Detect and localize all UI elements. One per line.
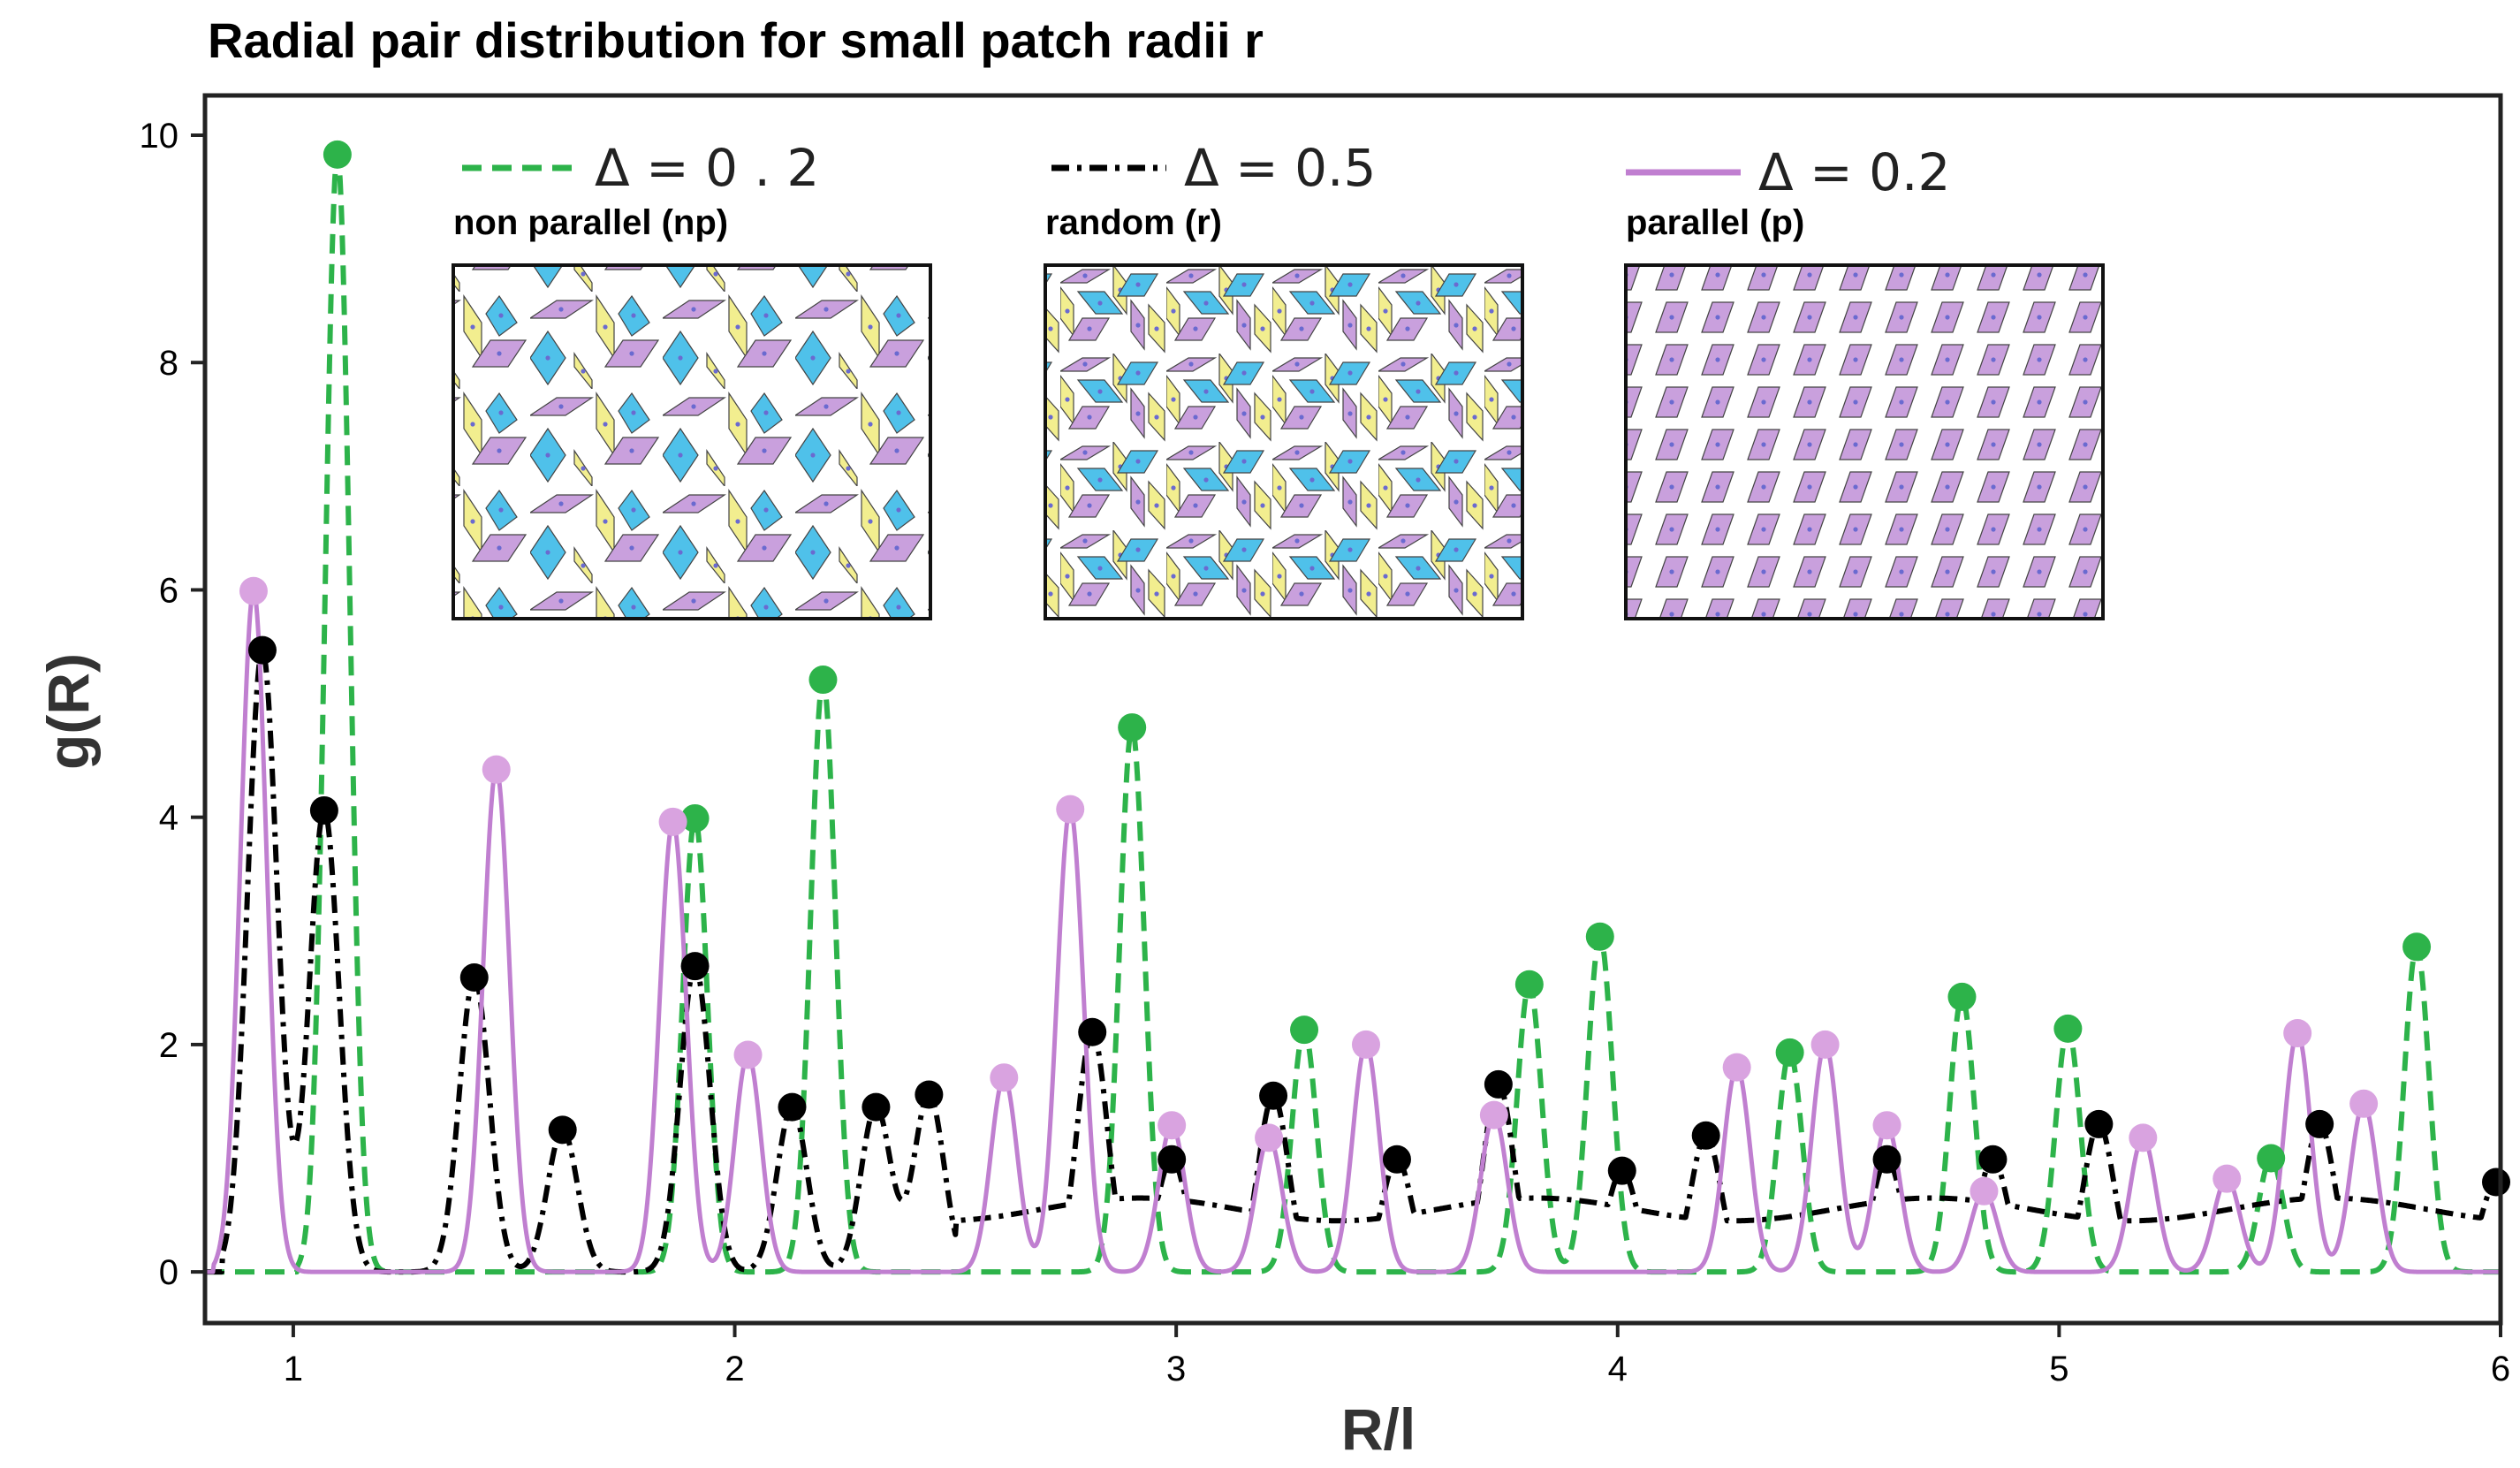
y-tick-label-3: 4 (159, 799, 178, 838)
peak-marker-s1-2 (680, 803, 710, 833)
legend-label-1: Δ = 0 . 2 (595, 138, 819, 198)
x-tick-label-2: 2 (725, 1350, 744, 1388)
peak-marker-s2-3 (459, 963, 489, 993)
x-tick-label-3: 3 (1166, 1350, 1186, 1388)
peak-marker-s3-17 (2283, 1019, 2312, 1048)
insets-group: non parallel (np) random (r) parallel (p) (452, 203, 2105, 620)
series-line-2 (205, 647, 2501, 1275)
curves-group (205, 151, 2501, 1275)
peak-marker-s1-4 (1118, 713, 1147, 742)
peak-marker-s3-18 (2349, 1089, 2379, 1118)
x-tick-label-6: 6 (2491, 1350, 2510, 1388)
x-tick-label-1: 1 (284, 1350, 303, 1388)
peak-marker-s2-17 (1978, 1145, 2008, 1174)
peak-marker-s2-15 (1691, 1121, 1720, 1150)
peak-marker-s3-5 (990, 1063, 1019, 1092)
series-line-3 (205, 589, 2501, 1274)
plot-frame (202, 93, 2503, 1326)
peak-marker-s1-7 (1585, 922, 1614, 951)
peak-marker-s3-13 (1872, 1111, 1901, 1140)
inset-lattice-2 (1044, 263, 1524, 620)
peak-marker-s2-14 (1607, 1156, 1636, 1185)
peak-marker-s1-6 (1514, 970, 1544, 999)
markers-group (239, 140, 2511, 1206)
x-tick-label-5: 5 (2049, 1350, 2068, 1388)
x-tick-label-4: 4 (1608, 1350, 1628, 1388)
peak-marker-s3-8 (1255, 1123, 1284, 1152)
peak-marker-s1-8 (1775, 1038, 1804, 1067)
y-tick-label-4: 6 (159, 571, 178, 610)
peak-marker-s2-7 (862, 1092, 891, 1122)
peak-marker-s2-8 (915, 1080, 944, 1109)
peak-marker-s3-12 (1810, 1030, 1840, 1059)
peak-marker-s1-5 (1290, 1015, 1319, 1045)
legend: Δ = 0 . 2 Δ = 0.5 Δ = 0.2 (462, 138, 1950, 202)
inset-lattice-3 (1624, 263, 2105, 620)
peak-marker-s3-7 (1158, 1111, 1187, 1140)
y-axis-label: g(R) (35, 653, 101, 770)
peak-marker-s2-16 (1872, 1145, 1901, 1174)
peak-marker-s1-1 (323, 140, 352, 169)
peak-marker-s3-11 (1722, 1053, 1751, 1082)
peak-marker-s2-1 (247, 635, 277, 665)
inset-lattice-1 (452, 263, 932, 620)
chart-title: Radial pair distribution for small patch… (208, 12, 1264, 68)
x-axis-label: R/l (1341, 1396, 1416, 1462)
y-tick-label-1: 0 (159, 1253, 178, 1292)
peak-marker-s2-19 (2305, 1109, 2334, 1138)
inset-label-3: parallel (p) (1626, 203, 1804, 242)
y-tick-label-5: 8 (159, 344, 178, 383)
peak-marker-s2-4 (548, 1115, 577, 1145)
peak-marker-s3-2 (482, 755, 511, 784)
peak-marker-s1-9 (1947, 982, 1977, 1011)
peak-marker-s3-16 (2213, 1164, 2242, 1193)
peak-marker-s3-6 (1056, 795, 1085, 824)
peak-marker-s3-15 (2129, 1123, 2158, 1152)
axes-group: 1 2 3 4 5 6 0 2 4 6 8 10 (140, 93, 2510, 1388)
peak-marker-s1-11 (2257, 1144, 2286, 1173)
peak-marker-s3-3 (658, 807, 687, 836)
peak-marker-s2-9 (1078, 1017, 1107, 1046)
legend-label-2: Δ = 0.5 (1184, 138, 1376, 198)
peak-marker-s1-3 (808, 666, 838, 695)
peak-marker-s2-6 (778, 1092, 807, 1122)
peak-marker-s1-10 (2053, 1014, 2083, 1043)
peak-marker-s2-2 (309, 795, 338, 825)
peak-marker-s3-1 (239, 576, 268, 605)
peak-marker-s3-14 (1970, 1176, 1999, 1206)
peak-marker-s2-12 (1382, 1145, 1411, 1174)
legend-label-3: Δ = 0.2 (1758, 142, 1950, 202)
peak-marker-s3-10 (1479, 1100, 1508, 1130)
inset-label-1: non parallel (np) (453, 203, 728, 242)
y-tick-label-2: 2 (159, 1026, 178, 1065)
peak-marker-s2-10 (1158, 1145, 1187, 1174)
peak-marker-s3-9 (1351, 1030, 1380, 1059)
inset-label-2: random (r) (1045, 203, 1222, 242)
peak-marker-s2-5 (680, 952, 710, 981)
peak-marker-s2-20 (2482, 1168, 2511, 1197)
peak-marker-s2-11 (1259, 1081, 1288, 1110)
peak-marker-s2-18 (2084, 1109, 2114, 1138)
peak-marker-s3-4 (733, 1040, 763, 1069)
peak-marker-s1-12 (2402, 932, 2432, 962)
y-tick-label-6: 10 (140, 117, 179, 156)
peak-marker-s2-13 (1484, 1069, 1513, 1099)
